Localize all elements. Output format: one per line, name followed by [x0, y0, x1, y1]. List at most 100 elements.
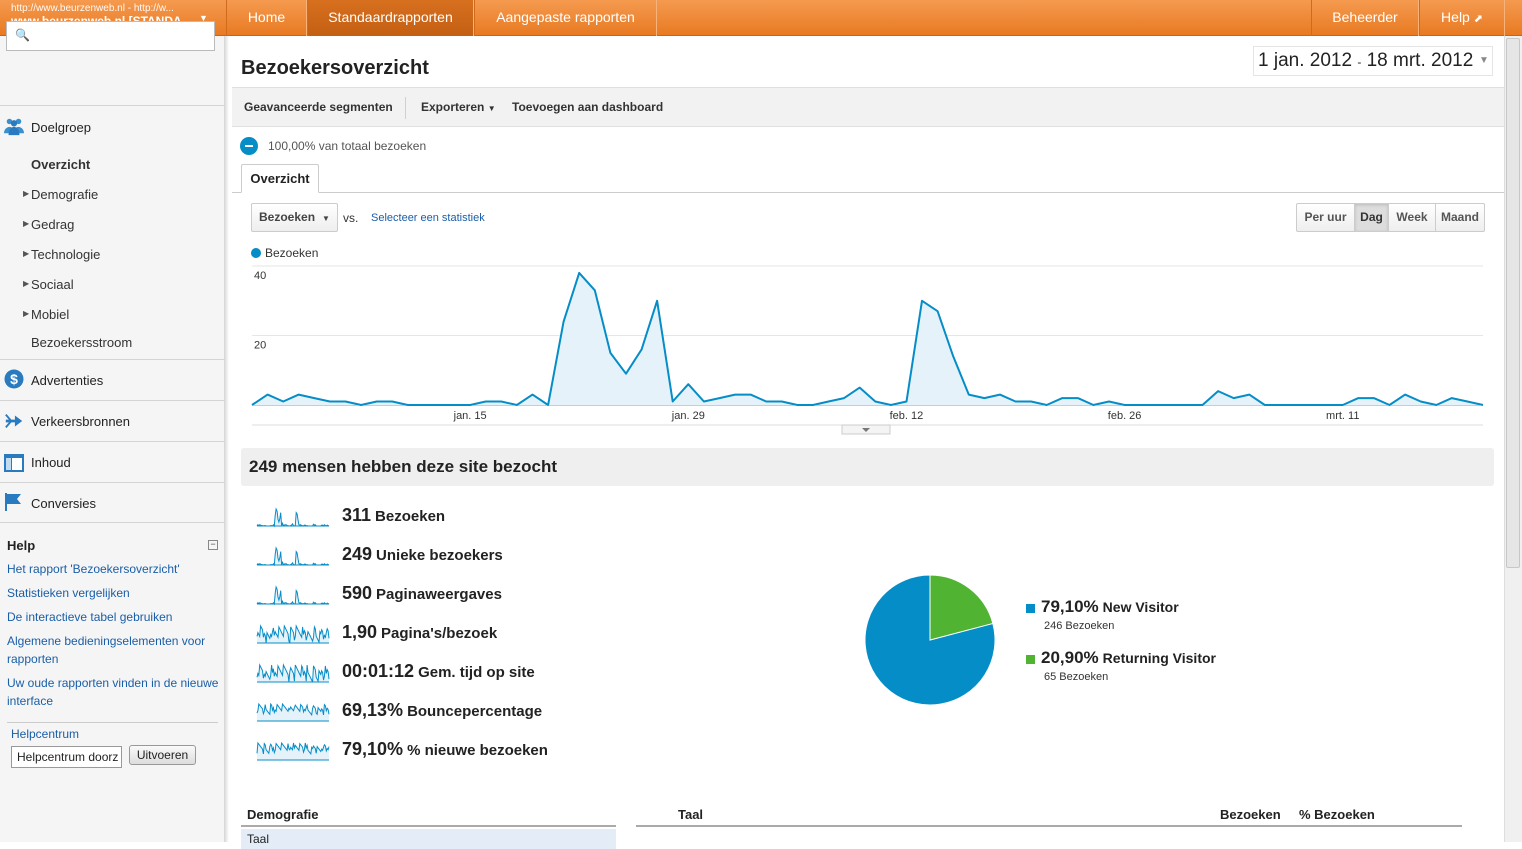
col-language[interactable]: Taal: [678, 807, 704, 822]
select-statistic-link[interactable]: Selecteer een statistiek: [371, 212, 485, 224]
triangle-right-icon: ▶: [23, 219, 30, 228]
granularity-toggle: Per uur Dag Week Maand: [1296, 203, 1485, 232]
sidebar-item-visitor-flow[interactable]: Bezoekersstroom: [31, 335, 133, 350]
help-link-5[interactable]: Uw oude rapporten vinden in de nieuwe in…: [7, 676, 219, 708]
metric-row[interactable]: 69,13% Bouncepercentage: [256, 700, 656, 724]
sidebar: [0, 36, 225, 842]
x-tick-label: mrt. 11: [1326, 410, 1359, 422]
date-end: 18 mrt. 2012: [1366, 50, 1474, 71]
sidebar-label-conversions: Conversies: [31, 496, 97, 511]
visits-chart[interactable]: 40 20 jan. 15 jan. 29 feb. 12 feb. 26 mrt. 11: [240, 258, 1495, 438]
metric-value: 69,13% Bouncepercentage: [342, 700, 543, 720]
add-to-dashboard-button[interactable]: Toevoegen aan dashboard: [512, 100, 664, 114]
metric-name: Pagina's/bezoek: [381, 625, 498, 642]
helpcenter-search-field[interactable]: Helpcentrum doorz: [11, 746, 122, 768]
search-input[interactable]: 🔍: [6, 21, 215, 51]
demographics-table-header: Demografie: [241, 803, 616, 827]
advanced-segments-button[interactable]: Geavanceerde segmenten: [244, 100, 393, 114]
help-link-1[interactable]: Het rapport 'Bezoekersoverzicht': [7, 562, 180, 576]
sparkline-area: [257, 548, 329, 565]
svg-text:$: $: [10, 371, 18, 387]
date-separator: -: [1357, 55, 1362, 69]
sparkline: [256, 663, 330, 683]
series-line: [251, 271, 1484, 406]
nav-standard-reports[interactable]: Standaardrapporten: [307, 0, 474, 36]
sidebar-item-social[interactable]: ▶ Sociaal: [23, 277, 74, 292]
helpcenter-link[interactable]: Helpcentrum: [11, 727, 80, 741]
sidebar-section-content[interactable]: Inhoud: [0, 441, 225, 482]
pie-slice-returning-visitor[interactable]: [929, 574, 994, 641]
metric-row[interactable]: 249 Unieke bezoekers: [256, 544, 656, 568]
sidebar-section-ads[interactable]: $ Advertenties: [0, 359, 225, 400]
sidebar-item-label: Technologie: [31, 247, 101, 262]
nav-custom-reports[interactable]: Aangepaste rapporten: [474, 0, 657, 36]
metric-value: 79,10%% nieuwe bezoeken: [342, 739, 548, 759]
page-title: Bezoekersoverzicht: [241, 57, 429, 79]
top-bar: [0, 0, 1522, 36]
sidebar-label-traffic: Verkeersbronnen: [31, 414, 131, 429]
export-button[interactable]: Exporteren ▼: [421, 100, 496, 114]
sparkline-area: [257, 509, 329, 526]
help-link-2[interactable]: Statistieken vergelijken: [7, 586, 130, 600]
date-range-picker[interactable]: 1 jan. 2012 - 18 mrt. 2012 ▼: [1253, 46, 1493, 76]
account-url: http://www.beurzenweb.nl - http://w...: [11, 3, 174, 14]
external-link-icon: ⬈: [1473, 13, 1483, 25]
granularity-week[interactable]: Week: [1388, 204, 1435, 231]
metric-row[interactable]: 1,90 Pagina's/bezoek: [256, 622, 656, 646]
granularity-month[interactable]: Maand: [1435, 204, 1484, 231]
legend-swatch: [1026, 655, 1035, 664]
people-icon: [4, 118, 24, 136]
sparkline-line: [256, 663, 330, 683]
chevron-down-icon: ▼: [199, 13, 208, 23]
chevron-down-icon: ▼: [487, 104, 496, 113]
date-start: 1 jan. 2012: [1258, 50, 1353, 71]
metric-row[interactable]: 311 Bezoeken: [256, 505, 656, 529]
pie-new-pct: 79,10%: [1041, 597, 1099, 616]
sidebar-item-technology[interactable]: ▶ Technologie: [23, 247, 101, 262]
col-visits[interactable]: Bezoeken: [1220, 807, 1281, 822]
metric-value: 311 Bezoeken: [342, 505, 446, 525]
granularity-hour[interactable]: Per uur: [1304, 210, 1347, 224]
series-area: [252, 272, 1483, 405]
nav-help-link[interactable]: Help ⬈: [1419, 0, 1505, 36]
sidebar-section-audience[interactable]: Doelgroep: [0, 105, 225, 147]
help-title: Help: [7, 538, 36, 553]
help-divider: [7, 722, 218, 723]
triangle-right-icon: ▶: [23, 309, 30, 318]
sidebar-item-overview[interactable]: Overzicht: [31, 157, 91, 172]
collapse-icon[interactable]: −: [208, 540, 218, 550]
sidebar-item-mobile[interactable]: ▶ Mobiel: [23, 307, 69, 322]
chevron-down-icon: ▼: [1479, 55, 1489, 66]
metric-row[interactable]: 590 Paginaweergaves: [256, 583, 656, 607]
tab-overview[interactable]: Overzicht: [241, 164, 319, 193]
scrollbar-thumb[interactable]: [1506, 38, 1520, 568]
chevron-down-icon: [862, 428, 870, 432]
sidebar-section-traffic[interactable]: Verkeersbronnen: [0, 400, 225, 441]
metric-name: Bouncepercentage: [407, 703, 543, 720]
triangle-right-icon: ▶: [23, 189, 30, 198]
sparkline: [256, 624, 330, 644]
sidebar-item-behavior[interactable]: ▶ Gedrag: [23, 217, 75, 232]
help-link-4[interactable]: Algemene bedieningselementen voor rappor…: [7, 634, 206, 666]
language-table-header: Taal Bezoeken % Bezoeken: [636, 803, 1462, 827]
y-tick-label: 20: [254, 340, 266, 352]
report-toolbar: Geavanceerde segmenten Exporteren ▼ Toev…: [232, 87, 1504, 127]
metric-row[interactable]: 79,10%% nieuwe bezoeken: [256, 739, 656, 763]
sidebar-item-demographics[interactable]: ▶ Demografie: [23, 187, 98, 202]
sidebar-label-audience: Doelgroep: [31, 120, 91, 135]
demographics-row-language[interactable]: Taal: [241, 829, 616, 849]
nav-home[interactable]: Home: [226, 0, 307, 36]
help-link-3[interactable]: De interactieve tabel gebruiken: [7, 610, 173, 624]
granularity-day[interactable]: Dag: [1354, 204, 1388, 231]
metric-row[interactable]: 00:01:12 Gem. tijd op site: [256, 661, 656, 685]
metric-selector[interactable]: Bezoeken ▼: [251, 203, 338, 232]
metric-value: 00:01:12 Gem. tijd op site: [342, 661, 535, 681]
sidebar-item-label: Gedrag: [31, 217, 75, 232]
helpcenter-go-button[interactable]: Uitvoeren: [129, 745, 196, 765]
nav-admin[interactable]: Beheerder: [1311, 0, 1419, 36]
col-visits-pct[interactable]: % Bezoeken: [1299, 807, 1375, 822]
legend-label: Bezoeken: [265, 246, 319, 260]
chevron-down-icon: ▼: [322, 214, 330, 223]
visitor-type-pie[interactable]: [860, 570, 1000, 710]
sidebar-section-conversions[interactable]: Conversies: [0, 482, 225, 523]
